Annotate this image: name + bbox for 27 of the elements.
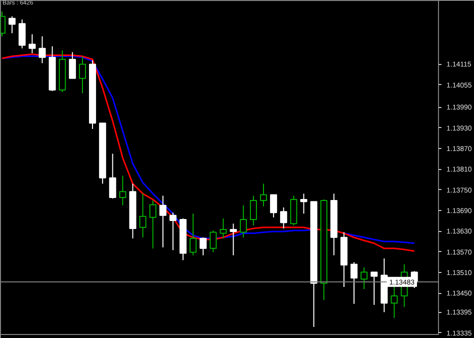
candlestick — [28, 34, 36, 54]
candlestick — [38, 36, 46, 64]
candlestick — [139, 193, 146, 238]
candlestick — [169, 212, 176, 251]
candlestick — [300, 193, 308, 214]
candlestick — [109, 153, 116, 199]
candlestick — [200, 236, 207, 256]
candlestick — [78, 56, 86, 94]
candlestick — [280, 206, 288, 229]
candlestick — [210, 230, 217, 253]
candlestick — [68, 52, 76, 79]
candlestick — [220, 218, 227, 239]
candlestick — [18, 18, 26, 49]
candlestick — [390, 284, 398, 318]
candlestick — [260, 183, 268, 207]
candlestick — [119, 175, 126, 206]
candlestick — [270, 194, 278, 218]
candlestick — [370, 272, 378, 306]
candlestick — [159, 195, 166, 248]
candlestick — [360, 266, 368, 290]
candlestick — [350, 262, 358, 304]
candlestick — [190, 213, 197, 256]
candlestick — [8, 16, 16, 34]
candlestick — [230, 223, 237, 256]
candlestick — [250, 195, 257, 226]
candlestick — [240, 204, 247, 238]
candlestick — [149, 200, 156, 249]
